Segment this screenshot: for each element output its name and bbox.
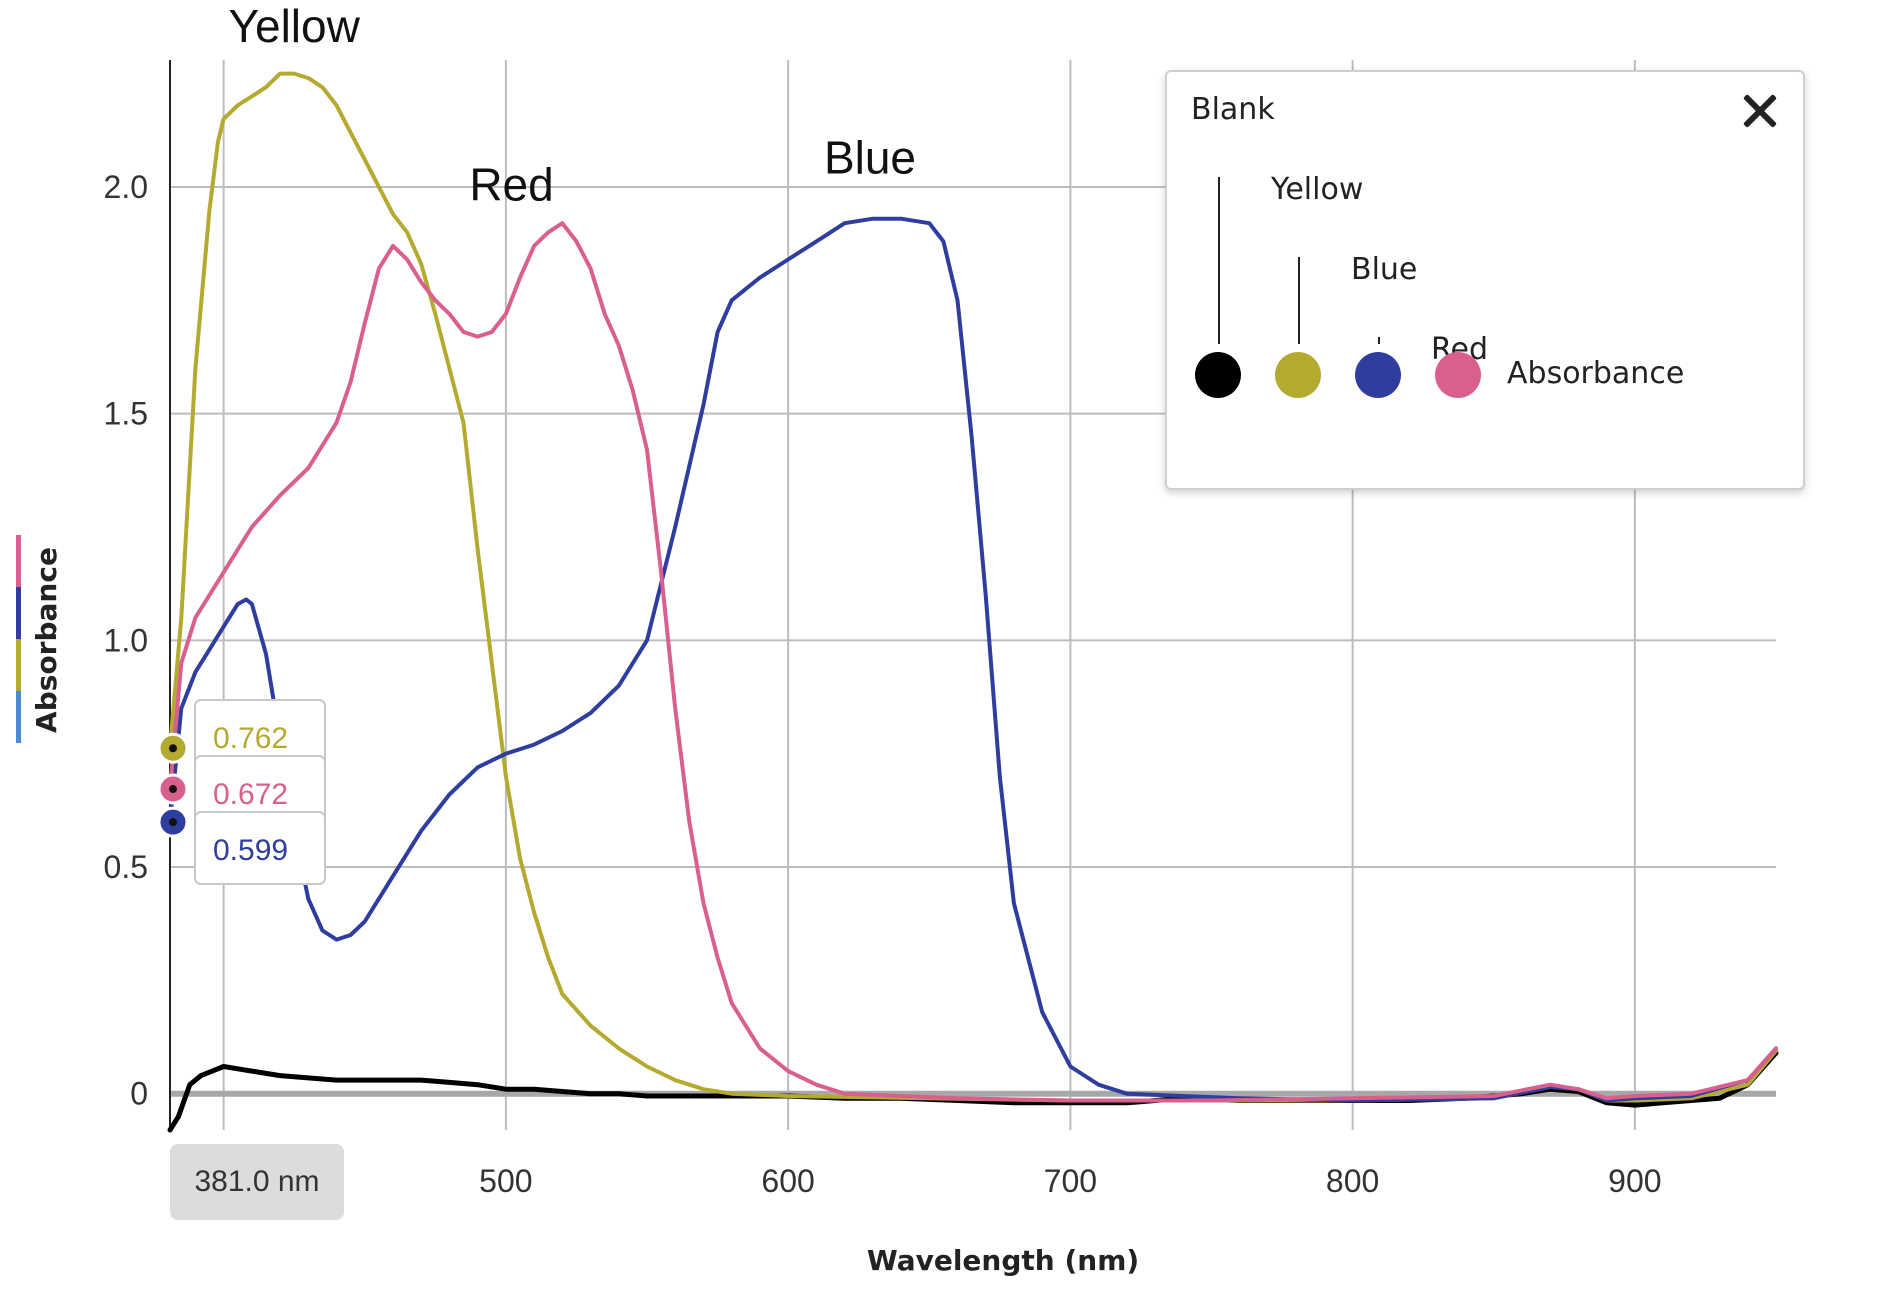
ylabel-swatch [16,535,21,587]
x-tick-label: 900 [1608,1163,1661,1199]
series-line-red[interactable] [168,221,1778,1103]
legend-swatch-yellow[interactable] [1275,352,1321,398]
x-tick-label: 700 [1044,1163,1097,1199]
annotation-yellow: Yellow [229,0,361,52]
plot-axes: 500 600 700 800 900 0 0.5 1.0 1.5 2.0 [104,60,1662,1199]
legend-leader-line [1298,257,1300,344]
ylabel-swatch [16,691,21,743]
y-tick-label: 0.5 [104,849,148,885]
close-icon[interactable] [1735,86,1785,136]
y-tick-label: 1.0 [104,622,148,658]
legend-label-yellow: Yellow [1271,172,1364,207]
y-axis-title: Absorbance [30,547,63,733]
legend-leader-line [1378,337,1380,344]
x-tick-label: 800 [1326,1163,1379,1199]
legend-panel[interactable]: Blank Yellow Blue Red Absorbance [1165,70,1805,490]
readout-value: 0.599 [213,834,288,867]
legend-quantity-label: Absorbance [1507,356,1685,391]
series-annotations: Yellow Red Blue [229,0,916,211]
readout-value: 0.672 [213,778,288,811]
cursor-marker-center [169,744,177,753]
cursor-readouts[interactable]: 0.762 0.672 0.599 [157,699,326,885]
cursor-marker-center [169,818,177,827]
series-line-blank[interactable] [167,1050,1779,1133]
cursor-wavelength-badge[interactable]: 381.0 nm [170,1144,344,1220]
cursor-readout-red: 0.672 [194,755,326,829]
annotation-blue: Blue [824,131,916,183]
cursor-readout-yellow: 0.762 [194,699,326,773]
ylabel-swatch [16,587,21,639]
legend-swatch-blank[interactable] [1195,352,1241,398]
y-axis-title-group: Absorbance [16,535,63,743]
x-axis-title: Wavelength (nm) [867,1244,1139,1277]
legend-swatch-red[interactable] [1435,352,1481,398]
annotation-red: Red [469,159,553,211]
legend-label-blank: Blank [1191,92,1275,127]
legend-leader-line [1218,177,1220,344]
y-tick-label: 1.5 [104,396,148,432]
legend-swatch-blue[interactable] [1355,352,1401,398]
readout-box [194,811,326,885]
x-tick-label: 500 [479,1163,532,1199]
y-tick-label: 0 [130,1076,148,1112]
cursor-readout-blue: 0.599 [194,811,326,885]
ylabel-swatch [16,639,21,691]
legend-label-blue: Blue [1351,252,1418,287]
cursor-marker-center [169,785,177,794]
x-tick-label: 600 [761,1163,814,1199]
readout-value: 0.762 [213,722,288,755]
y-tick-label: 2.0 [104,169,148,205]
